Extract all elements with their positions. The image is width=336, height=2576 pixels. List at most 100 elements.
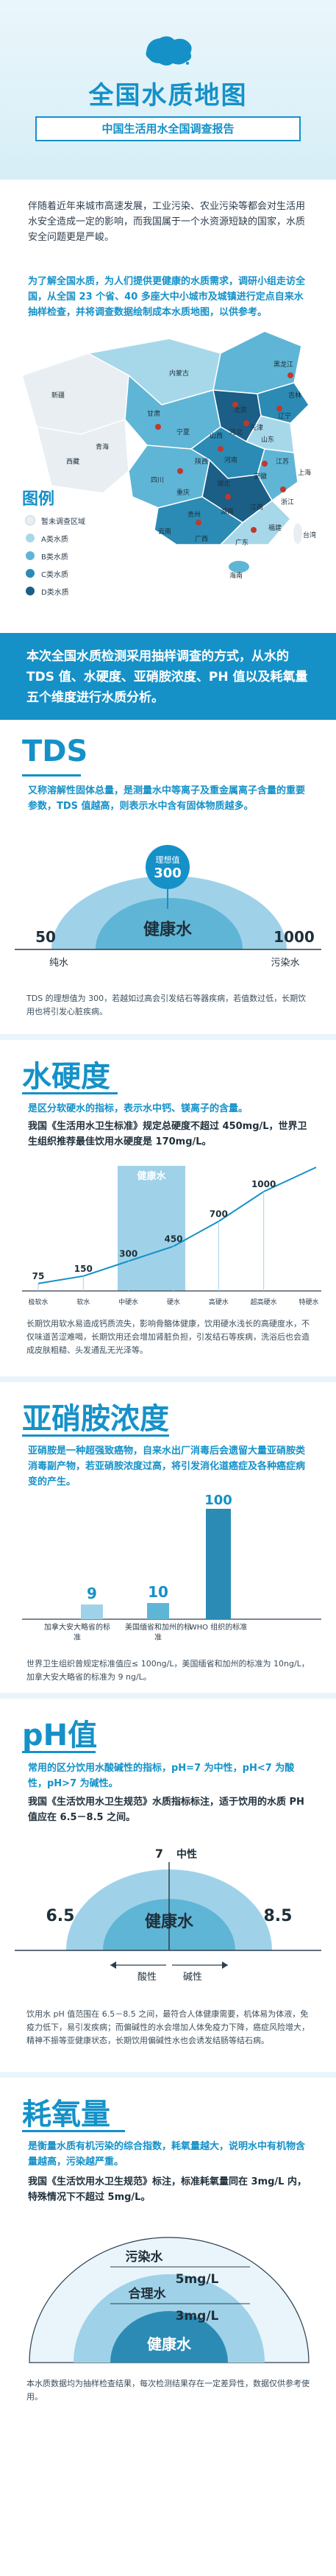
china-water-map: 黑龙江 吉林 辽宁 新疆 内蒙古 北京 天津 河北 山西 宁夏 甘肃 青海 西藏…	[0, 324, 336, 626]
hardness-category-label: 软水	[76, 1298, 90, 1306]
bar-value: 10	[148, 1583, 168, 1601]
section-divider	[0, 1376, 336, 1382]
map-label: 西藏	[66, 457, 79, 466]
map-legend: 暂未调查区域 A类水质 B类水质 C类水质 D类水质	[25, 512, 113, 600]
hardness-desc-2: 我国《生活用水卫生标准》规定总硬度不超过 450mg/L，世界卫生组织推荐最佳饮…	[28, 1121, 307, 1147]
hardness-underline	[22, 1092, 118, 1094]
tds-left-value: 50	[35, 928, 56, 946]
map-label: 江苏	[276, 457, 289, 466]
map-label: 上海	[298, 468, 311, 477]
map-label: 江西	[250, 503, 263, 512]
legend-item: 暂未调查区域	[25, 512, 113, 529]
hardness-title: 水硬度	[22, 1060, 110, 1094]
tds-left-label: 纯水	[49, 958, 68, 969]
legend-swatch	[25, 515, 35, 526]
legend-item: B类水质	[25, 547, 113, 565]
page-subtitle: 中国生活用水全国调查报告	[35, 116, 301, 141]
map-label: 北京	[234, 406, 247, 414]
tds-note: TDS 的理想值为 300，若越如过高会引发结石等器疾病，若值数过低，长期饮用也…	[26, 994, 307, 1016]
ph-alkali-label: 碱性	[183, 1972, 202, 1983]
map-label: 安徽	[254, 472, 267, 481]
ph-title: pH值	[22, 1719, 98, 1752]
divider	[0, 177, 336, 180]
tds-right-label: 污染水	[271, 958, 299, 969]
legend-title: 图例	[22, 490, 55, 509]
map-label: 河北	[229, 428, 243, 436]
legend-label: A类水质	[41, 535, 68, 544]
legend-label: 暂未调查区域	[41, 517, 85, 526]
hardness-value-label: 75	[32, 1271, 45, 1281]
hardness-category-label: 中硬水	[118, 1298, 138, 1306]
ph-note: 饮用水 pH 值范围在 6.5－8.5 之间，最符合人体健康需要，机体易为体液，…	[26, 2009, 310, 2045]
section-divider	[0, 2072, 336, 2078]
map-label: 辽宁	[278, 411, 291, 420]
hardness-value-label: 150	[74, 1264, 93, 1274]
banner-text: 本次全国水质检测采用抽样调查的方式，从水的 TDS 值、水硬度、亚硝胺浓度、PH…	[26, 649, 308, 705]
map-label: 湖南	[221, 507, 234, 516]
layer-label: 污染水	[126, 2249, 164, 2265]
map-label: 宁夏	[176, 428, 190, 436]
healthy-band-label: 健康水	[137, 1170, 166, 1182]
map-label: 重庆	[176, 488, 190, 497]
hardness-value-label: 300	[119, 1249, 137, 1259]
layer-value: 5mg/L	[176, 2272, 219, 2287]
map-label: 陕西	[195, 457, 208, 466]
china-map-icon	[146, 36, 192, 66]
hardness-note: 长期饮用软水易造成钙质流失，影响骨骼体健康，饮用硬水浅长的高硬度水，不仅味道苦涩…	[26, 1319, 310, 1355]
ph-gauge: 7 中性 健康水 6.5 8.5 酸性 碱性	[15, 1847, 321, 1983]
oxygen-dome: 污染水 5mg/L 合理水 3mg/L 健康水	[29, 2237, 310, 2363]
map-label: 天津	[250, 424, 263, 432]
ph-desc: 常用的区分饮用水酸碱性的指标，pH=7 为中性，pH<7 为酸性，pH>7 为碱…	[28, 1763, 295, 1789]
map-label: 吉林	[288, 391, 301, 400]
oxygen-desc: 是衡量水质有机污染的综合指数，耗氧量越大，说明水中有机物含量越高，污染越严重。	[28, 2141, 306, 2168]
map-label: 河南	[224, 456, 237, 464]
hardness-category-label: 特硬水	[299, 1298, 318, 1306]
legend-item: A类水质	[25, 529, 113, 547]
bar-label: WHO 组织的标准	[189, 1624, 248, 1632]
ph-desc-2: 我国《生活饮用水卫生规范》水质指标标注，适于饮用的水质 PH 值应在 6.5－8…	[28, 1797, 304, 1823]
hardness-category-label: 极软水	[28, 1298, 48, 1306]
map-label: 福建	[268, 523, 282, 532]
intro-paragraph: 伴随着近年来城市高速发展，工业污染、农业污染等都会对生活用水安全造成一定的影响，…	[28, 201, 306, 243]
map-label: 云南	[158, 527, 171, 536]
tds-title: TDS	[22, 735, 88, 768]
tds-right-value: 1000	[274, 928, 315, 946]
map-label: 四川	[151, 477, 164, 484]
map-label: 甘肃	[147, 409, 160, 418]
ph-arc-label: 健康水	[145, 1912, 194, 1931]
hardness-category-label: 硬水	[167, 1298, 180, 1306]
footer	[0, 2532, 336, 2576]
tds-arc-inner	[96, 898, 243, 949]
bar-ontario	[81, 1604, 103, 1619]
healthy-band	[118, 1166, 185, 1291]
hardness-value-label: 700	[210, 1209, 228, 1220]
ph-neutral-label: 中性	[176, 1848, 197, 1861]
legend-swatch	[25, 551, 35, 561]
layer-label: 合理水	[129, 2286, 167, 2301]
bar-label: 美国缅省和加州的标准	[125, 1624, 191, 1642]
map-label: 内蒙古	[169, 369, 189, 378]
tds-arc-label: 健康水	[143, 920, 193, 939]
page-title: 全国水质地图	[88, 81, 248, 110]
legend-label: C类水质	[41, 570, 68, 579]
hardness-category-label: 高硬水	[209, 1298, 229, 1306]
legend-swatch	[25, 586, 35, 596]
map-label: 浙江	[281, 498, 294, 506]
dome-inner	[110, 2311, 228, 2363]
hardness-chart: 健康水 75 极软水 150 软水 300 中硬水 450 硬水 700 高硬水 1000 超高硬水 特…	[22, 1166, 321, 1306]
map-label: 台湾	[303, 531, 316, 539]
nitrosamine-desc: 亚硝胺是一种超强致癌物，自来水出厂消毒后会遗留大量亚硝胺类消毒副产物，若亚硝胺浓…	[28, 1446, 306, 1487]
legend-item: C类水质	[25, 565, 113, 582]
map-label: 广东	[235, 538, 249, 547]
nitrosamine-underline	[22, 1434, 169, 1437]
map-label: 广西	[195, 534, 208, 543]
bar-value: 100	[204, 1494, 232, 1508]
oxygen-underline	[22, 2130, 125, 2132]
oxygen-note: 本水质数据均为抽样检查结果，每次检测结果存在一定差异性，数据仅供参考使用。	[26, 2379, 310, 2402]
hardness-category-label: 超高硬水	[251, 1298, 277, 1306]
hero-header: 全国水质地图 中国生活用水全国调查报告	[0, 0, 336, 177]
bar-who	[206, 1509, 231, 1619]
tds-underline	[22, 774, 81, 776]
oxygen-desc-2: 我国《生活饮用水卫生规范》标注，标准耗氧量同在 3mg/L 内，特殊情况下不超过…	[28, 2176, 307, 2203]
map-label: 黑龙江	[274, 360, 293, 369]
